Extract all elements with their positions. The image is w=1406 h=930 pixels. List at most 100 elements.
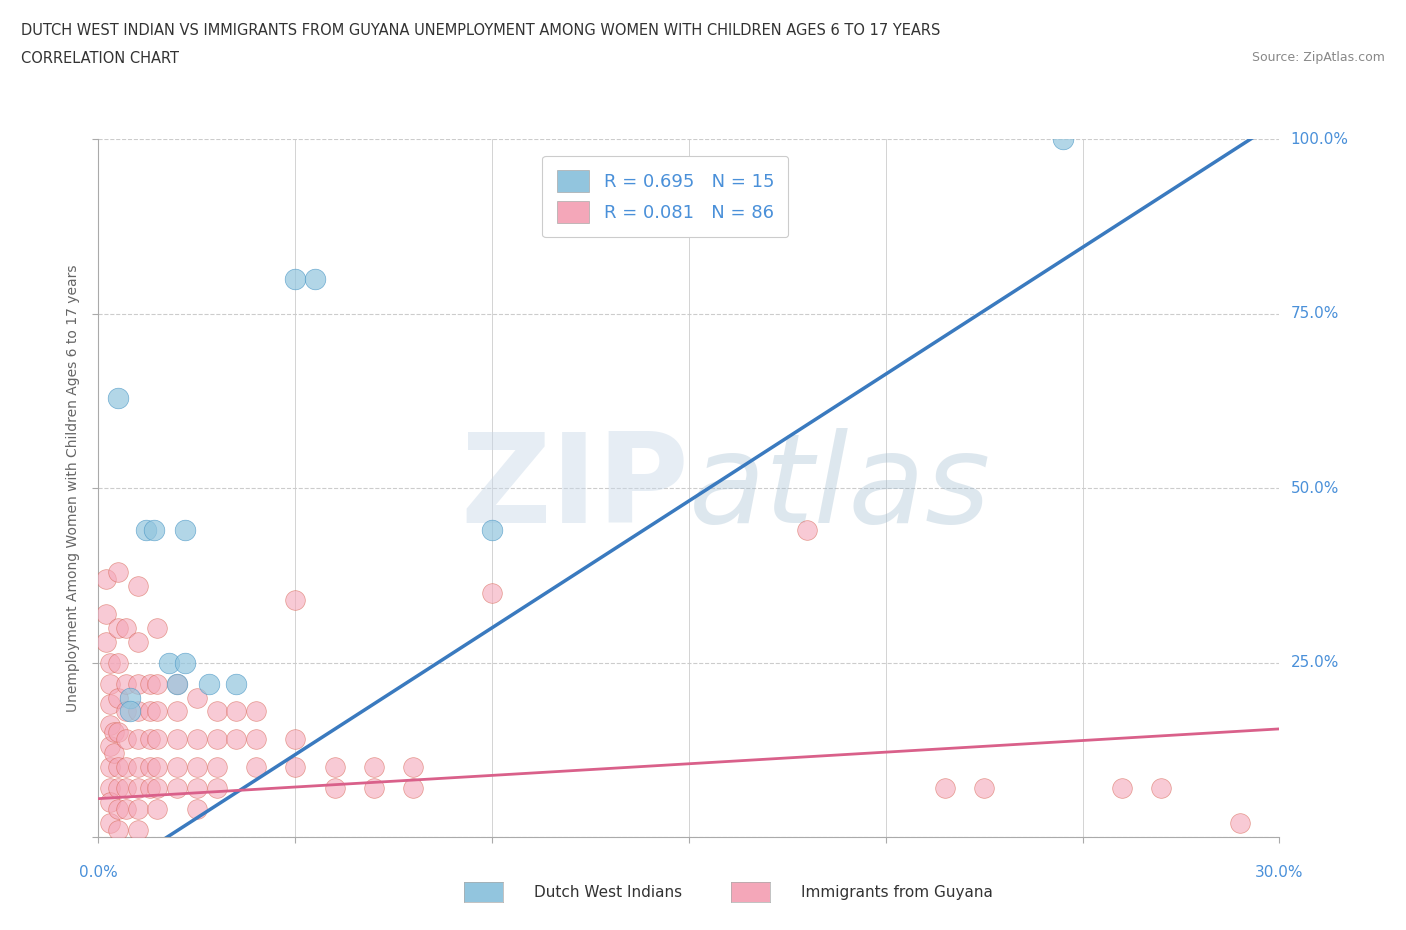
Point — [166, 781, 188, 796]
Point — [166, 732, 188, 747]
Point — [135, 523, 157, 538]
Point — [363, 781, 385, 796]
Point — [96, 606, 118, 621]
Point — [245, 704, 267, 719]
Point — [146, 704, 169, 719]
Text: 100.0%: 100.0% — [1291, 132, 1348, 147]
Point — [96, 634, 118, 649]
Point — [146, 802, 169, 817]
Point — [118, 690, 141, 705]
Text: 75.0%: 75.0% — [1291, 306, 1339, 322]
Point — [934, 781, 956, 796]
Point — [107, 781, 129, 796]
Point — [186, 690, 208, 705]
Point — [1150, 781, 1173, 796]
Point — [205, 732, 228, 747]
Point — [142, 523, 165, 538]
Point — [138, 676, 160, 691]
Point — [225, 704, 247, 719]
Point — [323, 781, 346, 796]
Text: Dutch West Indians: Dutch West Indians — [534, 885, 682, 900]
Point — [245, 732, 267, 747]
Point — [107, 690, 129, 705]
Point — [284, 272, 307, 286]
Point — [127, 760, 149, 775]
Point — [98, 738, 121, 753]
Point — [107, 655, 129, 670]
Text: Source: ZipAtlas.com: Source: ZipAtlas.com — [1251, 51, 1385, 64]
Point — [205, 704, 228, 719]
Y-axis label: Unemployment Among Women with Children Ages 6 to 17 years: Unemployment Among Women with Children A… — [66, 264, 80, 712]
Point — [973, 781, 995, 796]
Point — [225, 676, 247, 691]
Point — [284, 732, 307, 747]
Point — [166, 704, 188, 719]
Point — [157, 655, 180, 670]
Point — [1111, 781, 1133, 796]
Point — [127, 732, 149, 747]
Point — [107, 802, 129, 817]
Point — [186, 802, 208, 817]
Point — [107, 620, 129, 635]
Point — [103, 746, 125, 761]
Point — [1229, 816, 1251, 830]
Point — [166, 760, 188, 775]
Point — [98, 760, 121, 775]
Text: ZIP: ZIP — [460, 428, 689, 549]
Point — [304, 272, 326, 286]
Point — [107, 725, 129, 740]
Point — [138, 704, 160, 719]
Point — [146, 760, 169, 775]
Point — [98, 718, 121, 733]
Point — [98, 655, 121, 670]
Text: 25.0%: 25.0% — [1291, 655, 1339, 671]
Point — [363, 760, 385, 775]
Point — [115, 760, 138, 775]
Point — [115, 781, 138, 796]
Point — [197, 676, 219, 691]
Point — [186, 732, 208, 747]
Point — [115, 802, 138, 817]
Point — [186, 760, 208, 775]
Point — [205, 781, 228, 796]
Point — [166, 676, 188, 691]
Text: 50.0%: 50.0% — [1291, 481, 1339, 496]
Point — [225, 732, 247, 747]
Point — [402, 760, 425, 775]
Point — [174, 523, 197, 538]
Point — [127, 823, 149, 837]
Point — [107, 823, 129, 837]
Point — [166, 676, 188, 691]
Point — [245, 760, 267, 775]
Point — [96, 571, 118, 587]
Point — [127, 802, 149, 817]
Point — [115, 620, 138, 635]
Point — [107, 391, 129, 405]
Point — [186, 781, 208, 796]
Point — [284, 592, 307, 607]
Point — [481, 523, 503, 538]
Point — [1052, 132, 1074, 147]
Point — [481, 586, 503, 601]
Point — [205, 760, 228, 775]
Point — [323, 760, 346, 775]
Legend: R = 0.695   N = 15, R = 0.081   N = 86: R = 0.695 N = 15, R = 0.081 N = 86 — [543, 155, 789, 237]
Text: Immigrants from Guyana: Immigrants from Guyana — [801, 885, 993, 900]
Point — [146, 732, 169, 747]
Point — [115, 732, 138, 747]
Text: CORRELATION CHART: CORRELATION CHART — [21, 51, 179, 66]
Point — [402, 781, 425, 796]
Point — [127, 676, 149, 691]
Point — [796, 523, 818, 538]
Point — [284, 760, 307, 775]
Point — [138, 760, 160, 775]
Point — [103, 725, 125, 740]
Point — [107, 565, 129, 579]
Point — [98, 794, 121, 809]
Point — [146, 620, 169, 635]
Point — [115, 704, 138, 719]
Point — [174, 655, 197, 670]
Point — [146, 781, 169, 796]
Point — [115, 676, 138, 691]
Point — [118, 704, 141, 719]
